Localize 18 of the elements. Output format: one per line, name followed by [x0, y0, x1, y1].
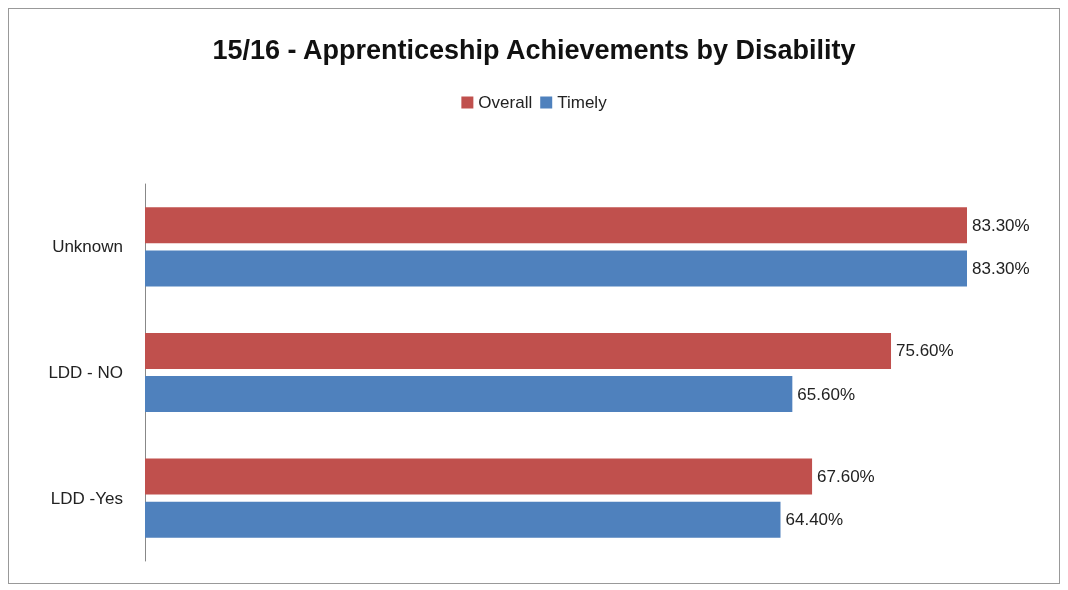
bar — [145, 501, 781, 538]
bar — [145, 458, 813, 495]
data-label: 65.60% — [797, 384, 856, 404]
data-label: 64.40% — [785, 510, 844, 530]
bar — [145, 376, 793, 413]
data-label: 83.30% — [972, 215, 1030, 235]
legend-label: Timely — [557, 93, 608, 112]
data-label: 83.30% — [972, 258, 1030, 278]
y-tick-label: Unknown — [52, 237, 123, 257]
bar — [145, 207, 967, 244]
y-tick-label: LDD -Yes — [50, 488, 123, 508]
data-label: 75.60% — [896, 341, 954, 361]
chart-title: 15/16 - Apprenticeship Achievements by Disability — [212, 34, 856, 65]
data-label: 67.60% — [817, 467, 875, 487]
legend-label: Overall — [478, 93, 533, 112]
y-tick-label: LDD - NO — [48, 363, 123, 382]
bar — [145, 332, 892, 369]
bar — [145, 250, 967, 287]
